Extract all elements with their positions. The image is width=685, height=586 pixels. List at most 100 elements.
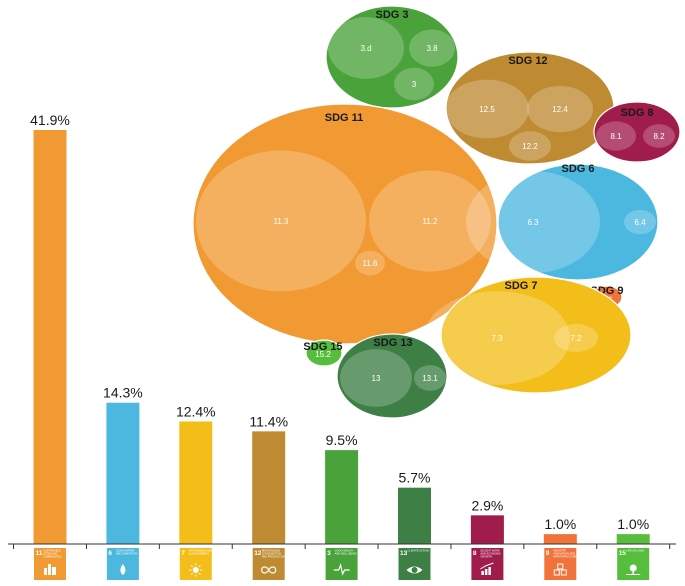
bar-sdg-15 <box>616 534 650 544</box>
bar-sdg-3 <box>325 450 359 544</box>
sub-bubble <box>414 365 446 391</box>
sub-bubble-label: 12.4 <box>552 105 568 114</box>
sub-bubble <box>355 250 385 276</box>
sub-bubble-label: 11.3 <box>274 217 290 226</box>
bar-sdg-12 <box>252 431 286 544</box>
sub-bubble <box>554 323 598 353</box>
infinity-icon <box>261 566 277 574</box>
bubble-outer <box>192 103 498 345</box>
sub-bubble-label: 6.4 <box>634 218 646 227</box>
sub-bubble-label: 8.2 <box>653 132 665 141</box>
bubble-sdg-12: 12.5 12.4 12.2 SDG 12 <box>445 51 615 165</box>
bubble-outer <box>336 333 448 419</box>
bubble-sdg-11: 11.3 11.2 11.6 SDG 11 <box>192 103 498 345</box>
bubble-sdg-13: 13 13.1 SDG 13 <box>336 333 448 419</box>
sdg-tile-title: INDUSTRY INNOVATION AND INFRASTRUCTURE <box>553 549 577 559</box>
sub-bubble <box>624 209 656 235</box>
bubble-outer <box>305 339 343 367</box>
sub-bubble-label: 11.6 <box>363 259 379 268</box>
bubble-group-label: SDG 13 <box>373 337 412 349</box>
sdg-tile-7: 7 AFFORDABLE AND CLEAN ENERGY <box>179 548 212 580</box>
bubble-sdg-3: 3.d 3.8 3 SDG 3 <box>325 5 459 109</box>
bar-chart: 41.9% 14.3% 12.4% 11.4% 9.5% 5.7% 2.9% 1.0% 1.0% <box>30 112 650 544</box>
sub-bubble-label: 12.2 <box>522 142 538 151</box>
sdg-tile-background <box>252 548 285 580</box>
sdg-tile-title: SUSTAINABLE CITIES AND COMMUNITIES <box>43 549 62 559</box>
sub-bubble <box>409 29 455 67</box>
sub-bubble <box>328 17 404 79</box>
bar-sdg-13 <box>398 487 431 544</box>
sun-icon <box>189 563 203 577</box>
sdg-tile-12: 12 RESPONSIBLE CONSUMPTION AND PRODUCTION <box>252 548 286 580</box>
bubble-group-label: SDG 15 <box>303 341 342 353</box>
bubble-outer <box>325 5 459 109</box>
water-drop-icon <box>120 564 126 575</box>
sdg-tile-title: CLEAN WATER AND SANITATION <box>116 549 138 556</box>
sub-bubble-label: 6.3 <box>527 218 539 227</box>
sub-bubble-label: 7.2 <box>570 334 582 343</box>
sdg-tile-15: 15 LIFE ON LAND <box>617 548 650 580</box>
sub-bubble <box>424 291 570 385</box>
sdg-tile-background <box>325 548 358 580</box>
sub-bubble <box>445 79 529 139</box>
sub-bubble-label: 13 <box>372 374 381 383</box>
sub-bubble-label: 3 <box>412 80 417 89</box>
sdg-tile-number: 9 <box>546 550 550 557</box>
sub-bubble-label: 12.5 <box>479 105 495 114</box>
sub-bubble-label: 11.2 <box>423 217 439 226</box>
sdg-tile-number: 11 <box>36 550 43 557</box>
sdg-tile-13: 13 CLIMATE ACTION <box>398 548 431 580</box>
bubble-outer <box>497 163 659 281</box>
sub-bubble-label: 7.3 <box>491 334 503 343</box>
bubble-sdg-8: 8.1 8.2 SDG 8 <box>593 101 681 163</box>
bar-value-label: 12.4% <box>176 403 216 419</box>
sdg-tile-title: RESPONSIBLE CONSUMPTION AND PRODUCTION <box>262 549 286 559</box>
sdg-tile-title: LIFE ON LAND <box>626 549 644 553</box>
bubble-group-label: SDG 6 <box>561 163 594 175</box>
sub-bubble <box>340 349 412 407</box>
sub-bubble <box>466 170 600 274</box>
growth-chart-icon <box>480 562 494 575</box>
sdg-tile-11: 11 SUSTAINABLE CITIES AND COMMUNITIES <box>34 548 66 580</box>
bar-value-label: 5.7% <box>399 470 431 486</box>
bubble-group-label: SDG 7 <box>504 280 537 292</box>
sub-bubble-label: 8.1 <box>610 132 622 141</box>
sdg-tile-number: 8 <box>473 550 477 557</box>
bar-value-label: 41.9% <box>30 112 70 128</box>
sdg-tile-number: 6 <box>108 550 112 557</box>
sdg-tile-number: 12 <box>254 550 262 557</box>
sub-bubble-label: 15.2 <box>315 350 331 359</box>
sdg-tile-8: 8 DECENT WORK AND ECONOMIC GROWTH <box>471 548 504 580</box>
sub-bubble-label: 13.1 <box>422 374 438 383</box>
bar-sdg-9 <box>543 534 577 544</box>
sdg-tile-number: 3 <box>327 550 331 557</box>
bubble-group-label: SDG 12 <box>508 55 547 67</box>
bar-value-label: 1.0% <box>617 516 649 532</box>
bubble-group-label: SDG 8 <box>620 107 653 119</box>
bar-sdg-6 <box>106 402 140 544</box>
sdg-tile-6: 6 CLEAN WATER AND SANITATION <box>106 548 139 580</box>
sub-bubble-label: 3.d <box>360 44 371 53</box>
sdg-tile-title: AFFORDABLE AND CLEAN ENERGY <box>189 549 212 556</box>
bar-sdg-11 <box>33 130 67 544</box>
sdg-tile-number: 13 <box>400 550 408 557</box>
bar-sdg-8 <box>470 515 504 544</box>
bubble-group-label: SDG 3 <box>375 9 408 21</box>
heartbeat-icon <box>333 562 350 576</box>
bar-value-label: 11.4% <box>249 413 288 429</box>
sdg-tile-title: GOOD HEALTH AND WELL-BEING <box>335 549 357 556</box>
bubble-sdg-7: 7.3 7.2 SDG 7 <box>424 276 632 394</box>
bubble-sdg-6: 6.3 6.4 SDG 6 <box>466 163 659 281</box>
sdg-tile-3: 3 GOOD HEALTH AND WELL-BEING <box>325 548 358 580</box>
sdg-tile-background <box>398 548 431 580</box>
eye-globe-icon <box>406 566 423 574</box>
sub-bubble-label: 3.8 <box>426 44 438 53</box>
bubble-outer <box>593 101 681 163</box>
bubble-cluster: 3.d 3.8 3 SDG 3 12.5 12.4 12.2 SDG 12 8.1 8.2 SDG … <box>192 5 681 419</box>
sdg-tile-title: DECENT WORK AND ECONOMIC GROWTH <box>480 549 501 559</box>
bar-value-label: 2.9% <box>471 497 503 513</box>
sub-bubble <box>394 67 434 101</box>
bar-value-label: 1.0% <box>544 516 576 532</box>
